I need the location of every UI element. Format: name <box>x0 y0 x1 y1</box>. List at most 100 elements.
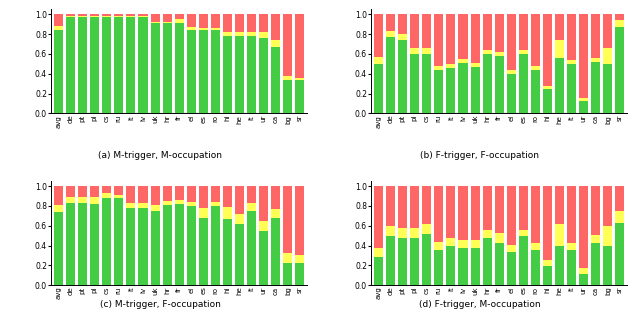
Bar <box>235 32 244 36</box>
Bar <box>446 246 456 285</box>
Bar <box>223 186 232 207</box>
Bar <box>296 255 305 264</box>
Bar <box>138 14 147 16</box>
Bar <box>507 74 516 113</box>
Bar <box>187 202 196 206</box>
Bar <box>519 236 528 285</box>
Bar <box>386 236 395 285</box>
Bar <box>187 27 196 30</box>
Bar <box>507 70 516 74</box>
Bar <box>567 64 576 113</box>
Bar <box>199 208 208 218</box>
Bar <box>259 231 268 285</box>
Bar <box>284 254 292 264</box>
Bar <box>616 186 625 211</box>
Bar <box>235 14 244 32</box>
Bar <box>78 203 87 285</box>
Bar <box>483 14 492 50</box>
Bar <box>374 64 383 113</box>
Bar <box>604 226 612 246</box>
Bar <box>495 242 504 285</box>
Bar <box>555 58 564 113</box>
Bar <box>126 208 136 285</box>
Bar <box>555 246 564 285</box>
Bar <box>604 64 612 113</box>
Bar <box>199 218 208 285</box>
Bar <box>211 186 220 202</box>
Bar <box>126 203 136 208</box>
Bar <box>90 204 99 285</box>
Bar <box>386 186 395 226</box>
Bar <box>90 16 99 17</box>
Bar <box>616 20 625 27</box>
Bar <box>90 186 99 197</box>
Bar <box>115 17 124 113</box>
Bar <box>604 48 612 64</box>
Bar <box>66 16 75 17</box>
Bar <box>591 186 600 235</box>
Bar <box>410 237 419 285</box>
Bar <box>591 235 600 242</box>
Bar <box>138 203 147 208</box>
Bar <box>211 14 220 28</box>
Bar <box>138 16 147 17</box>
Bar <box>259 32 268 38</box>
Bar <box>284 186 292 254</box>
Bar <box>410 14 419 48</box>
Bar <box>163 201 172 205</box>
Bar <box>483 50 492 54</box>
Bar <box>187 186 196 202</box>
Bar <box>54 212 63 285</box>
Bar <box>271 47 280 113</box>
Bar <box>398 14 407 34</box>
Bar <box>374 14 383 57</box>
Bar <box>543 266 552 285</box>
Bar <box>199 28 208 30</box>
Bar <box>531 66 540 70</box>
Bar <box>470 240 479 247</box>
Bar <box>470 186 479 240</box>
Bar <box>616 223 625 285</box>
Bar <box>591 58 600 62</box>
Bar <box>259 38 268 113</box>
Bar <box>555 14 564 40</box>
Bar <box>78 17 87 113</box>
Bar <box>422 186 431 224</box>
Bar <box>54 14 63 26</box>
Bar <box>90 17 99 113</box>
Text: (c) M-trigger, F-occupation: (c) M-trigger, F-occupation <box>100 300 220 309</box>
Bar <box>126 17 136 113</box>
Bar <box>102 186 111 193</box>
Bar <box>150 211 159 285</box>
Bar <box>507 186 516 245</box>
Bar <box>435 250 444 285</box>
Bar <box>54 26 63 30</box>
Bar <box>567 250 576 285</box>
Bar <box>531 242 540 250</box>
Bar <box>410 54 419 113</box>
Bar <box>211 206 220 285</box>
Bar <box>235 224 244 285</box>
Bar <box>495 14 504 52</box>
Bar <box>543 260 552 266</box>
Bar <box>296 78 305 80</box>
Text: (d) F-trigger, M-occupation: (d) F-trigger, M-occupation <box>419 300 541 309</box>
Bar <box>284 76 292 80</box>
Bar <box>386 14 395 31</box>
Bar <box>199 30 208 113</box>
Bar <box>495 186 504 232</box>
Bar <box>591 62 600 113</box>
Bar <box>435 186 444 241</box>
Bar <box>410 186 419 228</box>
Bar <box>567 186 576 242</box>
Bar <box>296 80 305 113</box>
Bar <box>398 34 407 40</box>
Bar <box>446 68 456 113</box>
Bar <box>435 241 444 250</box>
Bar <box>223 219 232 285</box>
Bar <box>235 36 244 113</box>
Bar <box>66 203 75 285</box>
Bar <box>555 40 564 58</box>
Bar <box>410 48 419 54</box>
Bar <box>567 14 576 60</box>
